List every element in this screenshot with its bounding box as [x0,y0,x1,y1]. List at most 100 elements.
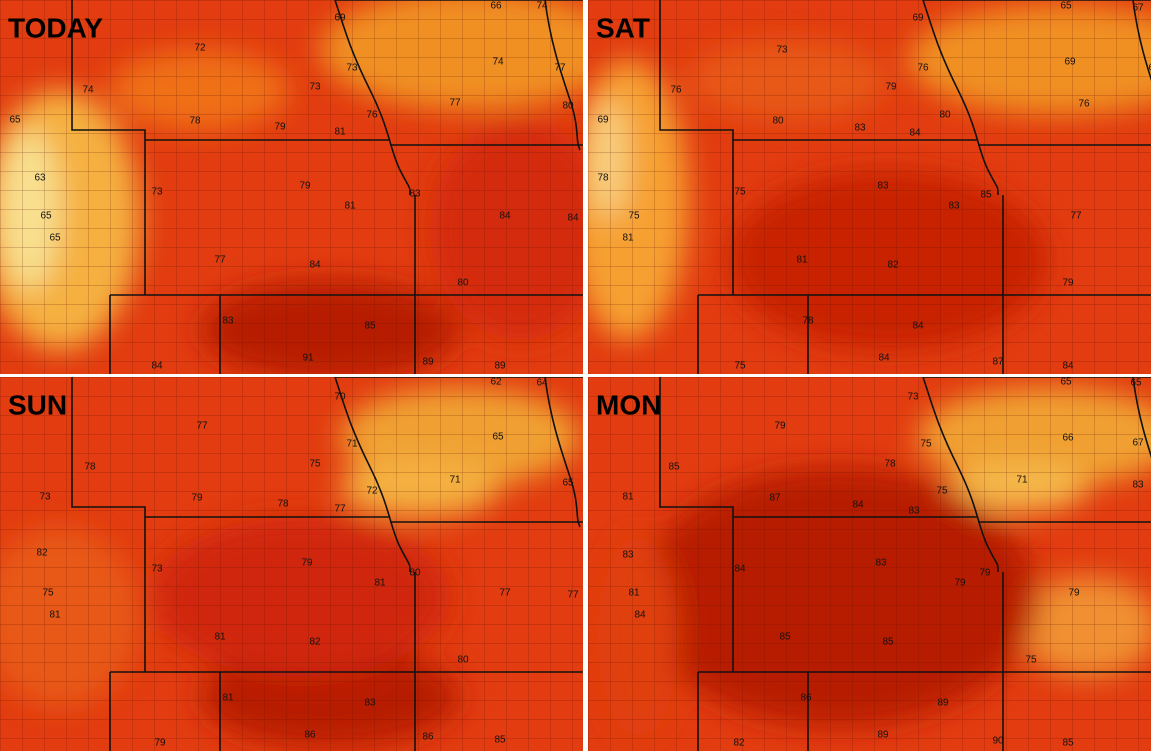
temperature-label: 77 [334,504,346,515]
temperature-label: 64 [536,378,548,389]
temperature-label: 79 [191,493,203,504]
temperature-label: 77 [567,590,579,601]
temperature-label: 82 [309,637,321,648]
temperature-label: 84 [878,353,890,364]
temperature-label: 69 [912,13,924,24]
state-border [334,377,411,573]
temperature-label: 79 [1068,588,1080,599]
temperature-label: 78 [84,462,96,473]
temperature-label: 79 [1062,278,1074,289]
temperature-label: 73 [346,63,358,74]
temperature-label: 84 [909,128,921,139]
temperature-label: 62 [490,377,502,388]
temperature-label: 74 [82,85,94,96]
temperature-label: 80 [939,110,951,121]
temperature-label: 85 [668,462,680,473]
temperature-label: 72 [194,43,206,54]
temperature-label: 65 [9,115,21,126]
temperature-label: 77 [449,98,461,109]
temperature-label: 85 [980,190,992,201]
state-border [71,377,146,672]
temperature-label: 82 [733,738,745,749]
map-area: 73 65 65 79 75 66 67 85 78 71 83 81 87 84 75 83 83 84 83 79… [588,377,1151,751]
temperature-label: 75 [734,187,746,198]
temperature-label: 76 [670,85,682,96]
temperature-label: 78 [597,173,609,184]
temperature-label: 72 [366,486,378,497]
temperature-label: 84 [1062,361,1074,372]
temperature-label: 78 [189,116,201,127]
county-lines [588,0,1151,374]
temperature-label: 73 [151,187,163,198]
map-panel: 73 65 65 79 75 66 67 85 78 71 83 81 87 84 75 83 83 84 83 79… [588,377,1151,751]
temperature-label: 81 [374,578,386,589]
temperature-label: 66 [1062,433,1074,444]
temperature-label: 70 [334,392,346,403]
temperature-label: 63 [34,173,46,184]
panel-title: SAT [596,12,650,43]
temperature-label: 84 [734,564,746,575]
state-border [544,0,581,151]
temperature-label: 75 [1025,655,1037,666]
temperature-label: 75 [628,211,640,222]
temperature-label: 65 [1060,1,1072,12]
temperature-label: 78 [802,316,814,327]
county-lines [0,0,583,374]
temperature-label: 89 [494,361,506,372]
temperature-label: 80 [409,568,421,579]
temperature-label: 77 [214,255,226,266]
temperature-label: 78 [277,499,289,510]
temperature-label: 76 [1078,99,1090,110]
temperature-label: 83 [877,181,889,192]
map-area: 69 66 74 72 74 73 73 74 77 77 80 65 78 79 81 76 63 73 79 83… [0,0,583,374]
temperature-label: 81 [334,127,346,138]
temperature-label: 83 [222,316,234,327]
temperature-label: 77 [1070,211,1082,222]
temperature-label: 90 [992,736,1004,747]
temperature-label: 80 [457,655,469,666]
temperature-label: 78 [884,459,896,470]
temperature-label: 81 [344,201,356,212]
temperature-label: 89 [877,730,889,741]
temperature-label: 75 [42,588,54,599]
temperature-label: 73 [39,492,51,503]
temperature-label: 82 [36,548,48,559]
temperature-label: 79 [299,181,311,192]
temperature-label: 65 [562,478,574,489]
temperature-label: 83 [622,550,634,561]
temperature-label: 86 [422,732,434,743]
temperature-label: 77 [499,588,511,599]
temperature-label: 85 [494,735,506,746]
state-border [659,377,734,672]
county-lines [588,377,1151,751]
temperature-label: 81 [214,632,226,643]
temperature-label: 84 [852,500,864,511]
temperature-label: 84 [912,321,924,332]
temperature-label: 84 [151,361,163,372]
map-panel: 6965677369657676797671698083848078758383… [588,0,1151,374]
temperature-label: 75 [936,486,948,497]
temperature-label: 71 [449,475,461,486]
temperature-label: 65 [1130,378,1142,389]
temperature-label: 65 [492,432,504,443]
temperature-label: 80 [457,278,469,289]
temperature-label: 85 [364,321,376,332]
temperature-label: 86 [304,730,316,741]
temperature-label: 91 [302,353,314,364]
temperature-label: 86 [800,693,812,704]
temperature-label: 76 [917,63,929,74]
temperature-label: 83 [908,506,920,517]
temperature-label: 84 [309,260,321,271]
temperature-label: 76 [366,110,378,121]
temperature-label: 75 [734,361,746,372]
state-border [922,377,999,573]
temperature-label: 85 [1062,738,1074,749]
temperature-label: 73 [309,82,321,93]
temperature-label: 65 [49,233,61,244]
map-area: 70 62 64 77 71 65 78 75 71 72 65 73 79 78 77 82 73 79 81 80… [0,377,583,751]
state-border [1132,0,1151,82]
temperature-label: 84 [499,211,511,222]
state-border [659,0,734,295]
temperature-label: 84 [634,610,646,621]
temperature-label: 67 [1132,3,1144,14]
